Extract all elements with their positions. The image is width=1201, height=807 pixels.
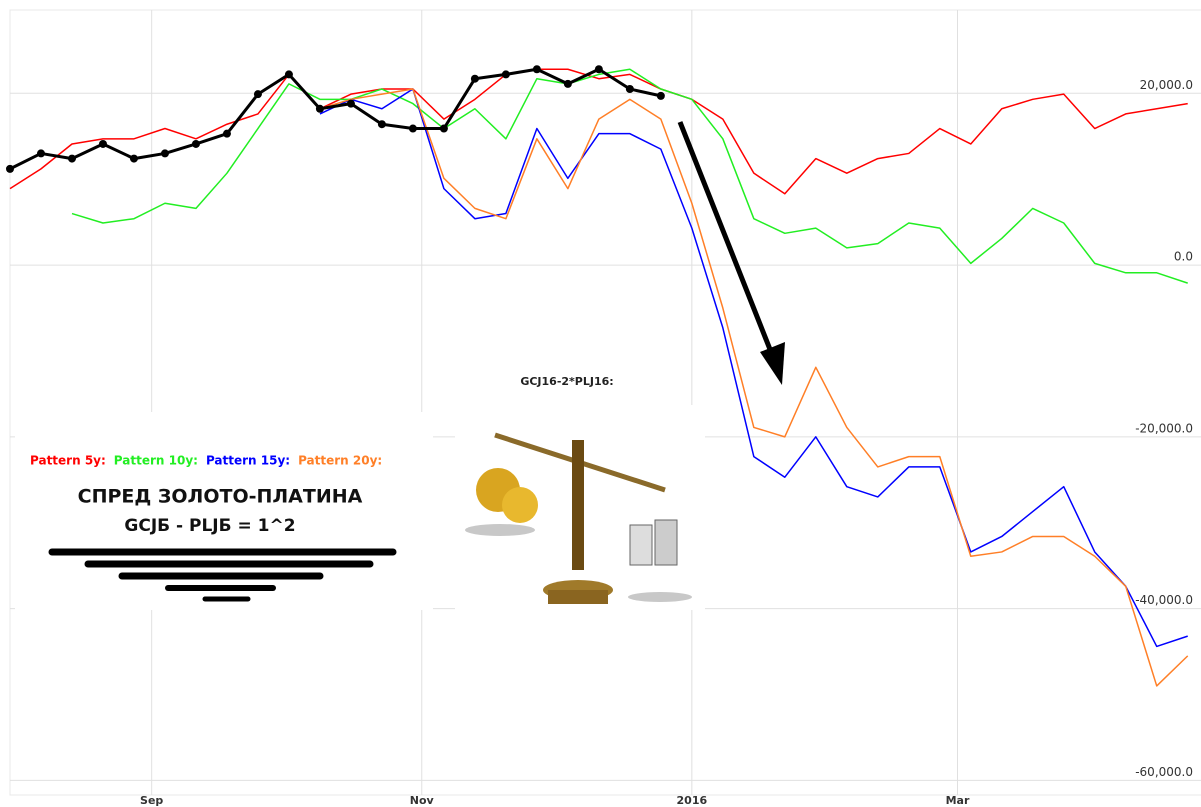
x-tick-label: Mar [946,794,970,807]
x-tick-label: Sep [140,794,163,807]
point [129,154,138,163]
point [191,139,200,148]
legend-entry: Pattern 5y: [30,454,106,468]
legend-entry: Pattern 10y: [114,454,198,468]
point [284,70,293,79]
point [160,149,169,158]
y-tick-label: 0.0 [1174,250,1193,264]
point [315,104,324,113]
x-tick-label: 2016 [677,794,708,807]
legend-entry: Pattern 15y: [206,454,290,468]
point [594,65,603,74]
series-line [9,67,662,171]
legend-box [15,412,433,610]
point [253,90,262,99]
series-line [9,68,1188,195]
point [656,91,665,100]
y-tick-label: 20,000.0 [1140,78,1193,92]
series-line [319,88,1189,687]
point [408,124,417,133]
scale-icon [465,432,692,604]
arrow [677,121,785,385]
plot-frame [9,9,1201,796]
point [67,154,76,163]
chart-title: СПРЕД ЗОЛОТО-ПЛАТИНА [78,486,363,508]
y-tick-label: -60,000.0 [1135,765,1193,779]
legend-entry: Pattern 20y: [298,454,382,468]
point [222,129,231,138]
y-tick-label: -20,000.0 [1135,421,1193,435]
lines [6,65,1189,687]
y-tick-label: -40,000.0 [1135,593,1193,607]
point [501,70,510,79]
x-tick-label: Nov [410,794,435,807]
decor-bars [48,548,397,602]
point [625,85,634,94]
point [470,74,479,83]
series-line [319,88,1188,648]
overlay: GCJ16-2*PLJ16: СПРЕД ЗОЛОТО-ПЛАТИНА GCJБ… [15,121,785,610]
point [6,164,14,173]
annotation: GCJ16-2*PLJ16: [520,375,613,388]
point [377,120,386,129]
point [98,139,107,148]
point [563,79,572,88]
point [439,124,448,133]
point [346,99,355,108]
point [532,65,541,74]
point [36,149,45,158]
chart-subtitle: GCJБ - PLJБ = 1^2 [124,516,295,536]
series-line [71,68,1188,284]
